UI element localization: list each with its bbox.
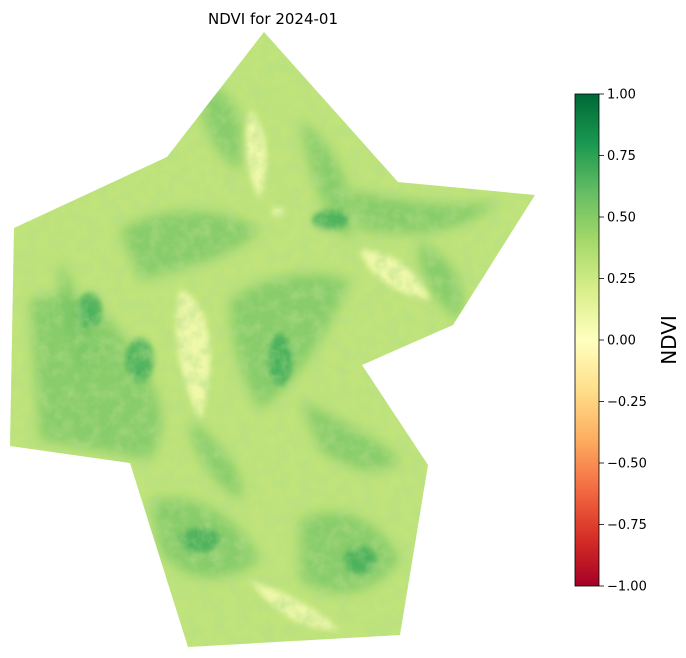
colorbar-tick-label: 1.00 <box>607 88 636 103</box>
colorbar-tick-label: 0.75 <box>607 149 636 164</box>
colorbar-tick-label: −0.75 <box>607 518 647 533</box>
ndvi-raster <box>10 32 535 647</box>
colorbar: 1.00 0.75 0.50 0.25 0.00 −0.25 −0.50 −0.75 −1.00… <box>574 88 681 595</box>
map-title: NDVI for 2024-01 <box>208 10 338 28</box>
colorbar-tick-label: 0.00 <box>607 334 636 349</box>
colorbar-ticks: 1.00 0.75 0.50 0.25 0.00 −0.25 −0.50 −0.75 −1.00 <box>599 88 647 595</box>
colorbar-gradient <box>574 93 600 587</box>
colorbar-tick-label: 0.50 <box>607 211 636 226</box>
colorbar-label: NDVI <box>657 315 681 365</box>
colorbar-tick-label: −1.00 <box>607 580 647 595</box>
colorbar-tick-label: 0.25 <box>607 272 636 287</box>
colorbar-tick-label: −0.25 <box>607 395 647 410</box>
colorbar-tick-label: −0.50 <box>607 457 647 472</box>
